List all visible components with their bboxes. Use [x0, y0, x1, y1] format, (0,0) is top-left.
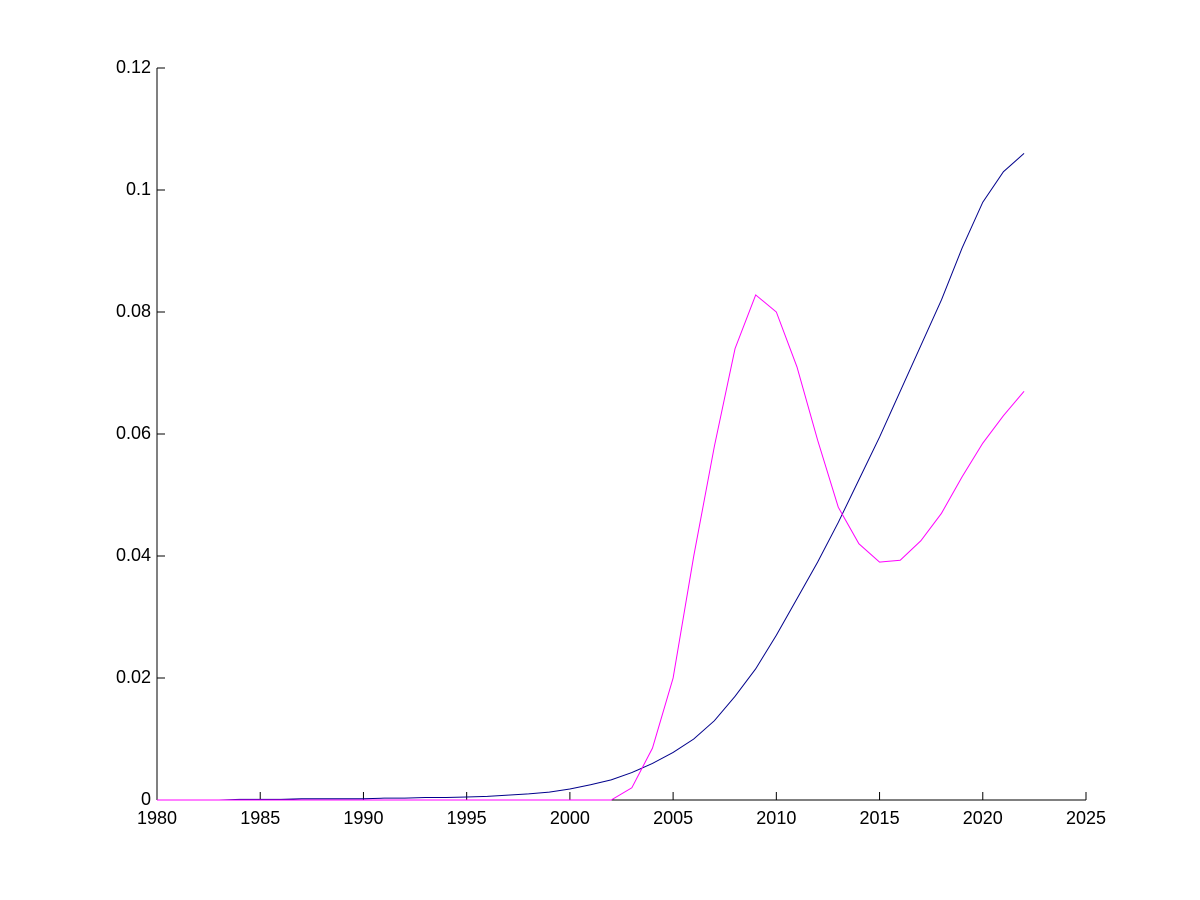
series-line	[157, 153, 1025, 801]
x-tick-label: 1990	[343, 808, 383, 828]
y-tick-label: 0	[141, 789, 151, 809]
x-tick-label: 2020	[963, 808, 1003, 828]
y-tick-label: 0.06	[116, 423, 151, 443]
y-tick-label: 0.04	[116, 545, 151, 565]
x-tick-label: 1995	[447, 808, 487, 828]
x-tick-label: 2015	[860, 808, 900, 828]
y-tick-label: 0.12	[116, 57, 151, 77]
x-tick-label: 2005	[653, 808, 693, 828]
x-tick-label: 2025	[1066, 808, 1106, 828]
y-tick-label: 0.02	[116, 667, 151, 687]
x-tick-label: 2010	[756, 808, 796, 828]
y-tick-label: 0.08	[116, 301, 151, 321]
y-tick-label: 0.1	[126, 179, 151, 199]
x-tick-label: 2000	[550, 808, 590, 828]
x-tick-label: 1980	[137, 808, 177, 828]
series-line	[157, 294, 1025, 801]
x-tick-label: 1985	[240, 808, 280, 828]
